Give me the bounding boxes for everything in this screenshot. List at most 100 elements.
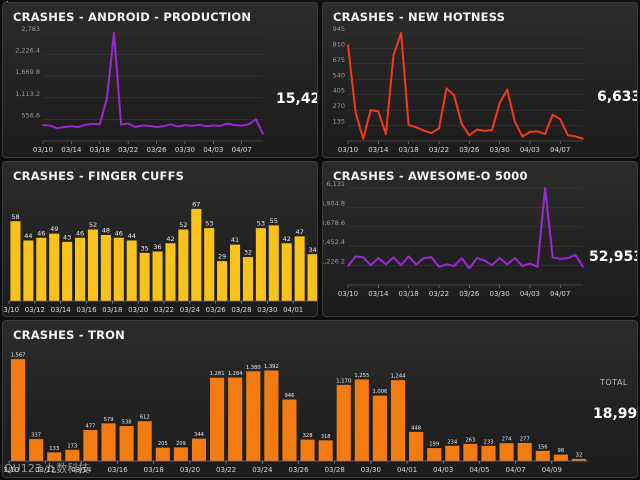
bar <box>300 439 315 461</box>
data-point <box>369 264 372 267</box>
bar-value-label: 612 <box>140 415 150 421</box>
data-point <box>506 88 508 91</box>
bar <box>463 443 478 461</box>
bar-value-label: 263 <box>465 437 475 443</box>
data-point <box>536 266 539 268</box>
x-tick-label: 04/03 <box>520 146 540 154</box>
data-point <box>191 125 193 127</box>
data-point <box>468 134 471 137</box>
data-point <box>362 137 364 140</box>
data-point <box>56 127 58 129</box>
y-tick-label: 556.6 <box>21 111 40 119</box>
panel-title-finger: CRASHES - FINGER CUFFS <box>13 169 185 183</box>
y-tick-label: 2,226.4 <box>15 47 40 55</box>
data-point <box>430 256 433 259</box>
bar <box>87 229 98 301</box>
data-point <box>385 133 387 135</box>
data-point <box>513 120 516 123</box>
data-point <box>141 124 144 127</box>
bar <box>571 458 587 461</box>
data-point <box>567 134 569 137</box>
data-point <box>415 263 418 266</box>
data-point <box>544 133 546 135</box>
x-tick-label: 03/30 <box>490 290 510 298</box>
bar <box>165 243 176 301</box>
bar-value-label: 205 <box>158 441 168 447</box>
bar <box>409 431 424 461</box>
data-point <box>219 125 222 127</box>
bar-value-label: 1,255 <box>354 373 369 379</box>
x-tick-label: 03/10 <box>338 146 358 154</box>
series-line <box>347 32 584 140</box>
y-tick-label: 270 <box>333 102 345 110</box>
y-tick-label: 3,678.6 <box>323 219 345 227</box>
bar-value-label: 1,006 <box>372 389 387 395</box>
x-tick-label: 04/07 <box>550 290 570 298</box>
bar-value-label: 328 <box>303 433 313 439</box>
bar <box>282 399 297 461</box>
data-point <box>423 129 425 132</box>
data-point <box>184 124 186 126</box>
bar <box>101 423 116 461</box>
bar <box>10 359 26 461</box>
bar <box>255 228 266 301</box>
data-point <box>536 130 539 133</box>
data-point <box>84 123 87 126</box>
data-point <box>544 187 546 189</box>
bar-value-label: 58 <box>11 213 19 221</box>
x-tick-label: 03/10 <box>33 146 53 154</box>
bar <box>173 447 188 461</box>
bar <box>204 228 215 301</box>
data-point <box>551 113 554 116</box>
data-point <box>347 44 349 46</box>
data-point <box>49 124 51 127</box>
y-tick-label: 2,452.4 <box>323 238 345 246</box>
bar-value-label: 34 <box>308 246 316 254</box>
bar-value-label: 49 <box>50 225 58 233</box>
x-tick-label: 03/22 <box>429 146 449 154</box>
data-point <box>392 54 395 57</box>
x-tick-label: 03/26 <box>459 146 480 154</box>
x-tick-label: 03/20 <box>128 306 148 314</box>
data-point <box>162 125 165 128</box>
y-tick-label: 2,783 <box>21 25 40 33</box>
bar-value-label: 1,380 <box>246 365 261 371</box>
data-point <box>385 263 387 266</box>
bar-value-label: 46 <box>115 229 123 237</box>
bar-value-label: 344 <box>194 432 205 438</box>
bar-value-label: 274 <box>502 437 513 443</box>
x-tick-label: 03/18 <box>102 306 122 314</box>
data-point <box>262 133 264 135</box>
bar-value-label: 43 <box>63 233 71 241</box>
bar <box>191 438 207 461</box>
data-point <box>155 126 158 128</box>
bar <box>75 237 86 301</box>
x-tick-label: 03/14 <box>51 306 72 314</box>
data-point <box>113 32 115 34</box>
total-hotness: 6,633 <box>597 89 638 105</box>
bar-value-label: 233 <box>484 439 494 445</box>
bar <box>49 233 60 301</box>
data-point <box>148 125 151 127</box>
bar-value-label: 46 <box>76 229 84 237</box>
data-point <box>400 264 402 267</box>
bar-value-label: 53 <box>257 220 265 228</box>
data-point <box>460 257 463 259</box>
bar-value-label: 44 <box>24 232 32 240</box>
x-tick-label: 03/26 <box>459 290 480 298</box>
data-point <box>407 124 410 126</box>
x-tick-label: 03/22 <box>118 146 138 154</box>
bar <box>65 449 80 461</box>
data-point <box>400 32 402 34</box>
data-point <box>198 123 200 126</box>
bar-value-label: 538 <box>122 420 132 426</box>
bar-value-label: 234 <box>447 439 458 445</box>
bar <box>517 442 532 461</box>
data-point <box>212 124 215 127</box>
watermark-text: QU123 九数科技 <box>4 462 90 475</box>
bar-value-label: 1,284 <box>228 371 244 377</box>
data-point <box>248 123 250 126</box>
series-line <box>347 187 584 270</box>
bar <box>264 370 279 461</box>
total-label-tron: TOTAL <box>600 378 628 387</box>
